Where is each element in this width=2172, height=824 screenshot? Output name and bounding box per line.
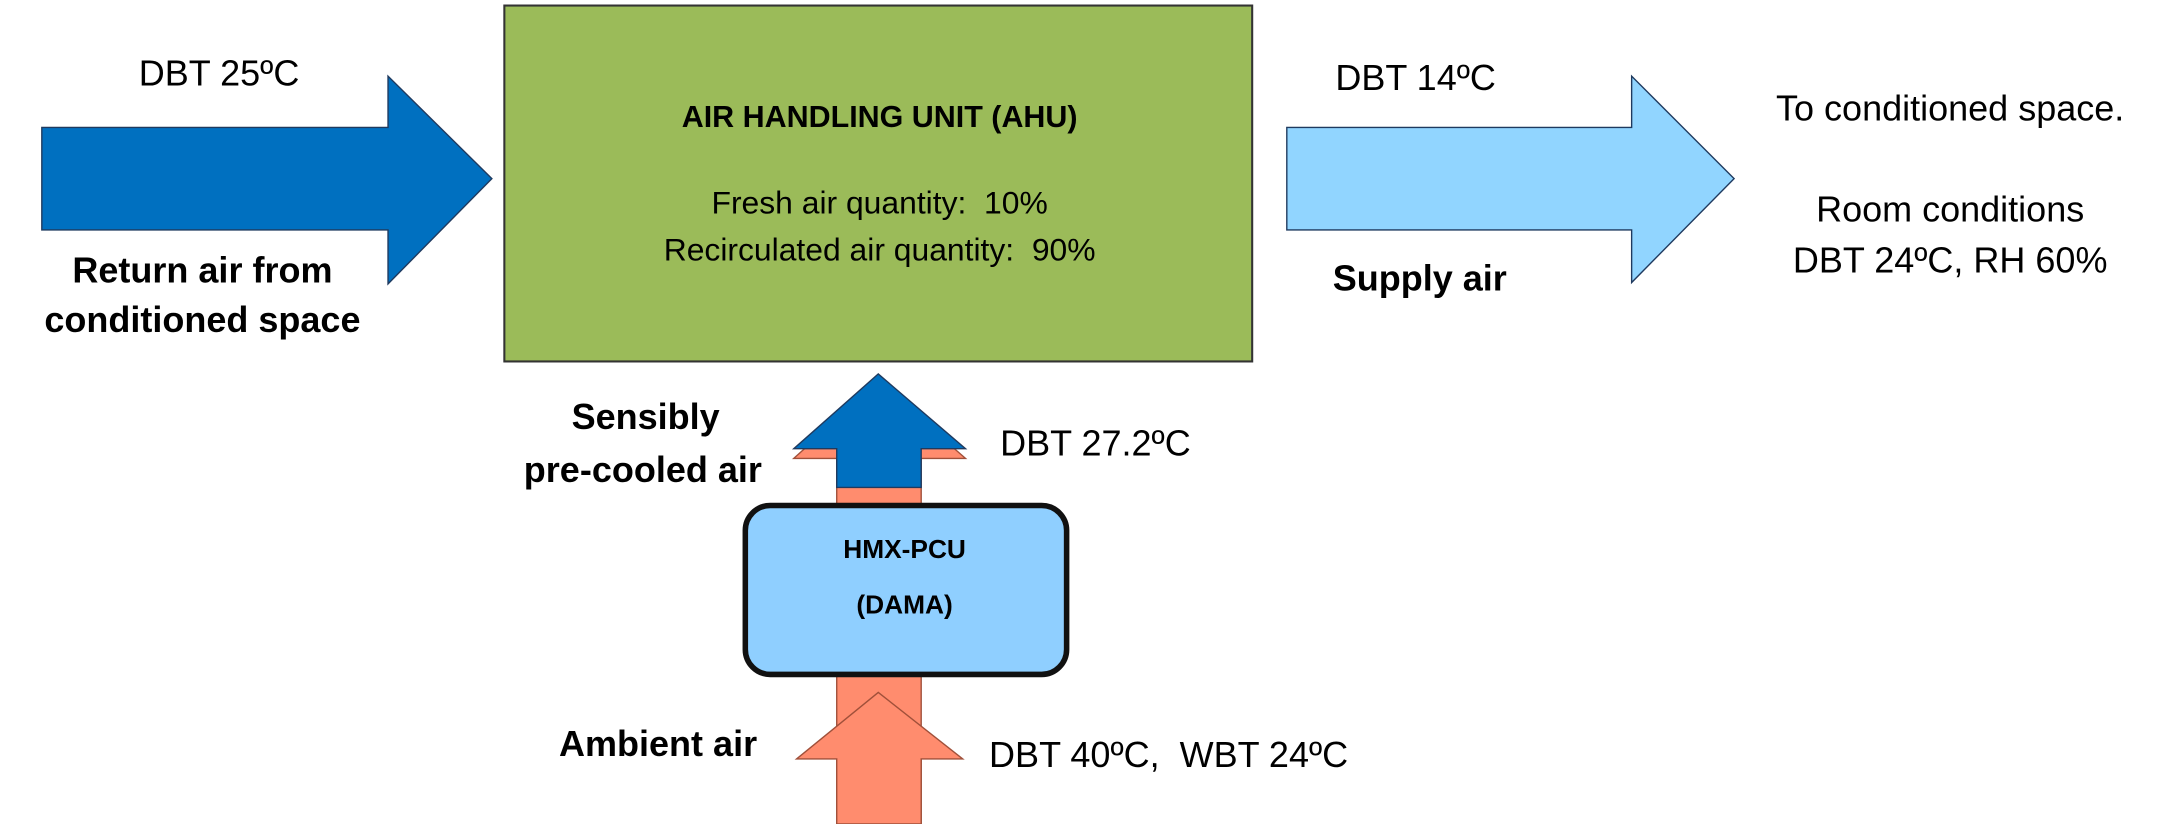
ambient-label: Ambient air [559, 723, 757, 764]
precooled-label: Sensibly [572, 396, 720, 437]
supply-temp: DBT 14ºC [1335, 57, 1496, 98]
supply-air-arrow [1286, 74, 1736, 285]
ahu-title: AIR HANDLING UNIT (AHU) [682, 100, 1078, 134]
ahu-line: Recirculated air quantity: 90% [664, 231, 1096, 267]
ahu-line: Fresh air quantity: 10% [712, 184, 1048, 220]
room-line: Room conditions [1816, 188, 2084, 229]
return-air-arrow [41, 74, 493, 286]
return-label: conditioned space [44, 299, 360, 340]
ambient-temp: DBT 40ºC, WBT 24ºC [989, 734, 1348, 775]
hmx-box [742, 502, 1070, 678]
ahu-box [503, 4, 1254, 363]
return-temp: DBT 25ºC [139, 53, 300, 94]
supply-label: Supply air [1333, 258, 1507, 299]
ambient-air-arrow [794, 691, 965, 824]
precooled-label: pre-cooled air [524, 449, 762, 490]
room-line: To conditioned space. [1776, 87, 2124, 128]
precooled-air-arrow [791, 372, 968, 489]
hmx-line: (DAMA) [856, 590, 952, 620]
return-label: Return air from [72, 249, 332, 290]
precooled-temp: DBT 27.2ºC [1000, 422, 1191, 463]
hmx-line: HMX-PCU [843, 534, 966, 564]
room-line: DBT 24ºC, RH 60% [1793, 240, 2108, 281]
